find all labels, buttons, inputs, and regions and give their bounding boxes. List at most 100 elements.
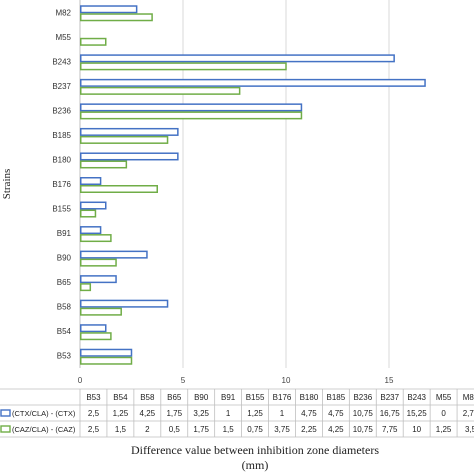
legend-label-caz: (CAZ/CLA) - (CAZ) [12, 425, 76, 434]
y-tick-label: B53 [57, 352, 72, 361]
table-value-cell: 4,25 [140, 409, 156, 418]
table-value-cell: 4,75 [328, 409, 344, 418]
y-tick-label: B237 [52, 82, 71, 91]
x-tick-label: 15 [385, 376, 394, 385]
table-value-cell: 2,5 [88, 409, 100, 418]
bar-ctx [80, 152, 179, 161]
table-header-cell: B91 [221, 393, 236, 402]
bar-ctx [80, 299, 169, 308]
bar-ctx [80, 275, 117, 284]
table-value-cell: 4,75 [301, 409, 317, 418]
table-value-cell: 1,5 [223, 425, 235, 434]
bar-caz [80, 332, 112, 341]
table-value-cell: 3,75 [274, 425, 290, 434]
table-value-cell: 1 [226, 409, 231, 418]
x-tick-label: 10 [282, 376, 291, 385]
table-header-cell: B236 [353, 393, 372, 402]
bar-ctx [80, 5, 138, 14]
bar-caz [80, 86, 241, 95]
bar-ctx [80, 54, 395, 63]
y-tick-label: B65 [57, 278, 72, 287]
table-header-cell: B180 [300, 393, 319, 402]
y-tick-label: B54 [57, 327, 72, 336]
table-value-cell: 2,75 [463, 409, 474, 418]
table-value-cell: 3,5 [465, 425, 474, 434]
table-value-cell: 16,75 [380, 409, 401, 418]
y-tick-label: B90 [57, 254, 72, 263]
y-tick-label: B58 [57, 303, 72, 312]
y-tick-label: B155 [52, 205, 71, 214]
bar-caz [80, 160, 128, 169]
table-value-cell: 1,75 [193, 425, 209, 434]
bar-caz [80, 111, 303, 120]
y-tick-label: B176 [52, 180, 71, 189]
bar-caz [80, 37, 107, 46]
table-value-cell: 15,25 [407, 409, 428, 418]
legend-label-ctx: (CTX/CLA) - (CTX) [12, 409, 76, 418]
table-header-cell: B155 [246, 393, 265, 402]
table-value-cell: 1,5 [115, 425, 127, 434]
bar-caz [80, 62, 287, 71]
table-header-cell: B54 [113, 393, 128, 402]
table-value-cell: 1,25 [436, 425, 452, 434]
y-tick-label: B180 [52, 155, 71, 164]
y-tick-label: B91 [57, 229, 72, 238]
table-value-cell: 3,25 [193, 409, 209, 418]
bar-caz [80, 13, 153, 22]
table-value-cell: 2,25 [301, 425, 317, 434]
legend-key-caz [0, 425, 11, 433]
bar-ctx [80, 348, 133, 357]
bar-caz [80, 258, 117, 267]
bar-caz [80, 185, 158, 193]
table-value-cell: 2,5 [88, 425, 100, 434]
legend-key-ctx [0, 409, 11, 417]
bar-caz [80, 356, 133, 365]
table-value-cell: 0,75 [247, 425, 263, 434]
bar-ctx [80, 127, 179, 136]
y-tick-label: M55 [55, 33, 71, 42]
bar-caz [80, 307, 122, 316]
y-tick-label: M82 [55, 8, 71, 17]
y-tick-label: B236 [52, 106, 71, 115]
table-header-cell: B237 [380, 393, 399, 402]
bar-ctx [80, 324, 107, 333]
x-axis-unit: (mm) [242, 458, 269, 472]
table-value-cell: 4,25 [328, 425, 344, 434]
table-header-cell: B58 [140, 393, 155, 402]
x-tick-label: 5 [181, 376, 186, 385]
table-value-cell: 10,75 [353, 425, 374, 434]
table-value-cell: 0 [441, 409, 446, 418]
table-value-cell: 1,75 [166, 409, 182, 418]
y-axis-label: Strains [1, 169, 13, 200]
bar-ctx [80, 201, 107, 210]
table-value-cell: 7,75 [382, 425, 398, 434]
bar-ctx [80, 250, 148, 259]
table-header-cell: B176 [273, 393, 292, 402]
bar-caz [80, 234, 112, 243]
table-header-cell: M55 [436, 393, 452, 402]
table-header-cell: B53 [86, 393, 101, 402]
bar-ctx [80, 103, 303, 112]
table-value-cell: 1,25 [113, 409, 129, 418]
table-value-cell: 10 [412, 425, 421, 434]
bar-caz [80, 283, 92, 292]
x-axis-label: Difference value between inhibition zone… [131, 443, 379, 457]
table-value-cell: 0,5 [169, 425, 181, 434]
table-value-cell: 2 [145, 425, 150, 434]
table-value-cell: 1,25 [247, 409, 263, 418]
y-tick-label: B185 [52, 131, 71, 140]
bar-caz [80, 135, 169, 144]
table-header-cell: B243 [407, 393, 426, 402]
table-header-cell: B185 [327, 393, 346, 402]
bar-ctx [80, 177, 102, 185]
bar-ctx [80, 226, 102, 235]
table-header-cell: M82 [463, 393, 474, 402]
table-value-cell: 1 [280, 409, 285, 418]
table-value-cell: 10,75 [353, 409, 374, 418]
y-tick-label: B243 [52, 57, 71, 66]
x-tick-label: 0 [78, 376, 83, 385]
bar-ctx [80, 78, 426, 87]
table-header-cell: B90 [194, 393, 209, 402]
